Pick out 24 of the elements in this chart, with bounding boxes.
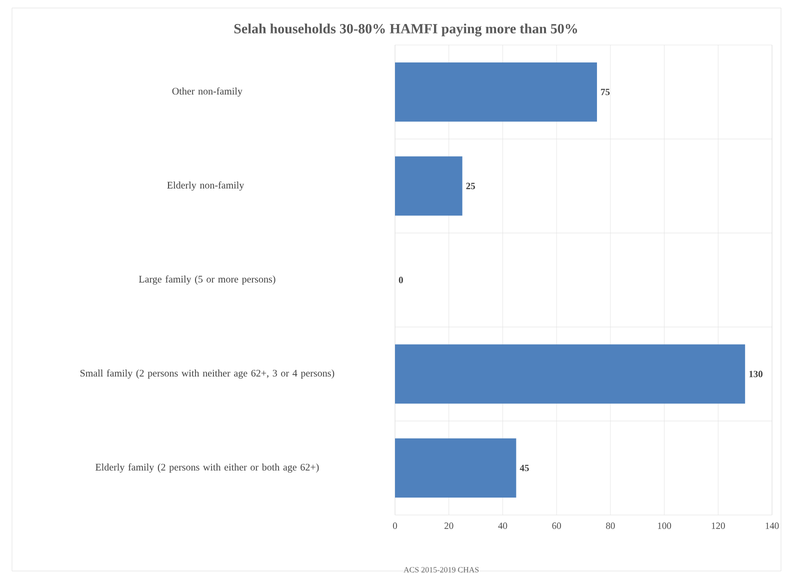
- y-tick-label: Elderly family (2 persons with either or both age 62+): [96, 463, 319, 473]
- bar: [395, 438, 516, 498]
- data-label: 75: [601, 88, 610, 96]
- y-tick-label: Elderly non-family: [167, 181, 244, 191]
- x-tick-label: 80: [606, 522, 615, 529]
- x-tick-label: 20: [444, 522, 454, 529]
- bar: [395, 344, 746, 404]
- data-label: 45: [520, 464, 529, 472]
- y-tick-label: Other non-family: [172, 87, 242, 97]
- x-tick-label: 0: [392, 522, 398, 529]
- x-tick-label: 120: [712, 522, 725, 529]
- text: ACS 2015-2019 CHAS: [404, 567, 479, 572]
- x-tick-label: 60: [552, 522, 561, 529]
- y-tick-label: Small family (2 persons with neither age 62+, 3 or 4 persons): [80, 369, 334, 379]
- data-label: 130: [749, 370, 762, 378]
- bar: [395, 62, 597, 122]
- y-tick-label: Large family (5 or more persons): [138, 275, 276, 285]
- x-tick-label: 140: [766, 522, 779, 529]
- bar: [395, 156, 462, 216]
- data-label: 25: [466, 182, 476, 190]
- data-label: 0: [398, 276, 403, 284]
- x-tick-label: 100: [658, 522, 672, 529]
- chart-title: Selah households 30-80% HAMFI paying more than 50%: [234, 24, 578, 36]
- x-tick-label: 40: [498, 522, 508, 529]
